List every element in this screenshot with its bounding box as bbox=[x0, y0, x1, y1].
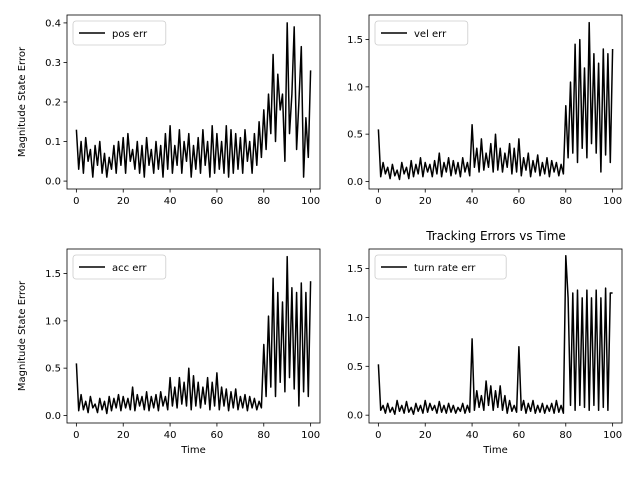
y-tick-label: 0.0 bbox=[347, 177, 363, 188]
y-tick-label: 0.0 bbox=[45, 177, 61, 188]
subplot-2: 0 20 40 60 80 100 0.0 0.5 1.0 1.5 vel err bbox=[347, 14, 623, 207]
y-tick-label: 1.5 bbox=[347, 35, 363, 46]
y-tick-label: 0.1 bbox=[45, 137, 61, 148]
y-tick-label: 1.5 bbox=[45, 269, 61, 280]
x-tick-label: 20 bbox=[419, 196, 432, 207]
x-tick-label: 20 bbox=[419, 430, 432, 441]
x-axis-label: Time bbox=[180, 445, 205, 456]
axes-frame bbox=[368, 14, 623, 190]
y-tick-label: 0.0 bbox=[347, 411, 363, 422]
axes-frame bbox=[66, 248, 321, 424]
y-tick-label: 0.5 bbox=[347, 130, 363, 141]
x-tick-label: 80 bbox=[559, 196, 572, 207]
series-line-2 bbox=[377, 21, 614, 181]
y-tick-label: 1.5 bbox=[347, 264, 363, 275]
y-tick-label: 0.5 bbox=[45, 364, 61, 375]
legend-label: pos err bbox=[112, 29, 148, 40]
x-tick-label: 60 bbox=[211, 430, 224, 441]
x-tick-label: 0 bbox=[375, 430, 381, 441]
legend-box bbox=[72, 254, 167, 280]
y-tick-label: 1.0 bbox=[45, 316, 61, 327]
x-tick-label: 20 bbox=[117, 430, 130, 441]
legend: pos err bbox=[72, 20, 167, 46]
y-tick-label: 0.3 bbox=[45, 58, 61, 69]
y-axis-label: Magnitude State Error bbox=[17, 46, 28, 157]
y-tick-label: 0.4 bbox=[45, 18, 61, 29]
legend-box bbox=[374, 254, 507, 280]
x-tick-label: 100 bbox=[301, 196, 320, 207]
x-tick-label: 20 bbox=[117, 196, 130, 207]
x-axis-label: Time bbox=[482, 445, 507, 456]
subplot-3: 0 20 40 60 80 100 0.0 0.5 1.0 1.5 Magnitude State … bbox=[17, 248, 321, 456]
axes-frame bbox=[368, 248, 623, 424]
x-tick-label: 100 bbox=[301, 430, 320, 441]
legend: turn rate err bbox=[374, 254, 507, 280]
x-tick-label: 60 bbox=[513, 196, 526, 207]
x-tick-label: 100 bbox=[603, 196, 622, 207]
legend: acc err bbox=[72, 254, 167, 280]
x-tick-label: 80 bbox=[257, 196, 270, 207]
figure-title: Tracking Errors vs Time bbox=[425, 229, 566, 243]
series-line-1 bbox=[75, 22, 312, 178]
y-axis-label: Magnitude State Error bbox=[17, 280, 28, 391]
x-tick-label: 0 bbox=[375, 196, 381, 207]
x-tick-label: 0 bbox=[73, 430, 79, 441]
y-tick-label: 1.0 bbox=[347, 82, 363, 93]
x-tick-label: 40 bbox=[164, 196, 177, 207]
legend-label: turn rate err bbox=[414, 263, 476, 274]
x-tick-label: 40 bbox=[164, 430, 177, 441]
x-tick-label: 80 bbox=[257, 430, 270, 441]
x-tick-label: 40 bbox=[466, 196, 479, 207]
y-tick-label: 0.0 bbox=[45, 411, 61, 422]
y-tick-label: 1.0 bbox=[347, 313, 363, 324]
legend-label: vel err bbox=[414, 29, 447, 40]
x-tick-label: 100 bbox=[603, 430, 622, 441]
y-tick-label: 0.5 bbox=[347, 362, 363, 373]
x-tick-label: 60 bbox=[211, 196, 224, 207]
series-line-4 bbox=[377, 255, 613, 415]
legend-box bbox=[374, 20, 469, 46]
x-tick-label: 80 bbox=[559, 430, 572, 441]
subplot-1: 0 20 40 60 80 100 0.0 0.1 0.2 0.3 0.4 Magnitude Sta… bbox=[17, 14, 321, 207]
legend-label: acc err bbox=[112, 263, 147, 274]
subplot-4: 0 20 40 60 80 100 0.0 0.5 1.0 1.5 Time turn rate er… bbox=[347, 248, 623, 456]
x-tick-label: 60 bbox=[513, 430, 526, 441]
legend: vel err bbox=[374, 20, 469, 46]
y-tick-label: 0.2 bbox=[45, 98, 61, 109]
x-tick-label: 0 bbox=[73, 196, 79, 207]
legend-box bbox=[72, 20, 167, 46]
series-line-3 bbox=[75, 255, 312, 415]
x-tick-label: 40 bbox=[466, 430, 479, 441]
